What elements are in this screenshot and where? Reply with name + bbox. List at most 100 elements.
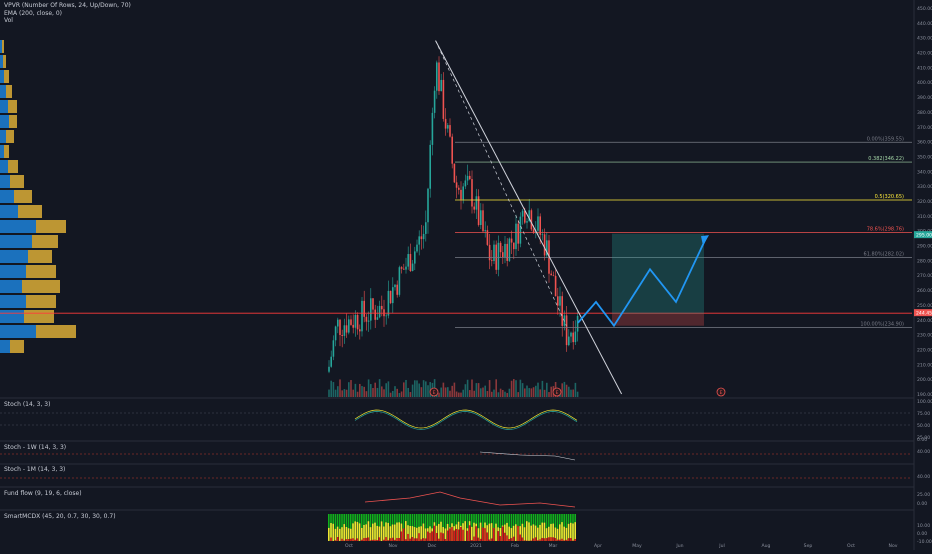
mcdx-bar-red	[550, 537, 552, 541]
volume-bar	[330, 381, 332, 397]
mcdx-bar-yellow	[370, 527, 372, 541]
candle-body	[577, 316, 579, 332]
mcdx-bar-red	[559, 540, 561, 541]
candle-body	[502, 252, 504, 257]
mcdx-bar-red	[471, 540, 473, 541]
volume-bar	[440, 388, 442, 397]
vpvr-row-up	[0, 115, 9, 128]
price-tick-label: 430.00	[917, 36, 932, 42]
mcdx-bar-red	[427, 532, 429, 541]
vpvr-row-down	[18, 205, 42, 218]
price-tick-label: 250.00	[917, 303, 932, 309]
mcdx-bar-red	[568, 538, 570, 541]
volume-bar	[412, 385, 414, 397]
volume-bar	[546, 383, 548, 397]
vpvr-row-up	[0, 190, 14, 203]
candle-body	[443, 80, 445, 119]
volume-bar	[423, 380, 425, 397]
candle-body	[436, 62, 438, 90]
vpvr-row-down	[32, 235, 58, 248]
mcdx-bar-red	[500, 536, 502, 541]
mcdx-bar-red	[341, 539, 343, 541]
volume-bar	[399, 393, 401, 397]
vpvr-row-up	[0, 55, 3, 68]
mcdx-bar-red	[533, 538, 535, 541]
indicator-tick-stoch_1w: 40.00	[917, 449, 930, 455]
volume-bar	[465, 384, 467, 397]
vpvr-row-up	[0, 280, 22, 293]
mcdx-bar-red	[497, 531, 499, 541]
volume-bar	[350, 380, 352, 397]
time-tick-label: Dec	[428, 543, 437, 549]
pane-label-fund-flow[interactable]: Fund flow (9, 19, 6, close)	[4, 490, 82, 497]
volume-bar	[577, 392, 579, 397]
candle-body	[555, 276, 557, 296]
candle-body	[480, 210, 482, 225]
candle-body	[374, 310, 376, 320]
indicator-tick-stoch: 50.00	[917, 423, 930, 429]
mcdx-bar-red	[504, 533, 506, 541]
mcdx-bar-red	[385, 537, 387, 541]
earnings-marker-text: E	[433, 390, 436, 396]
legend-vpvr[interactable]: VPVR (Number Of Rows, 24, Up/Down, 70)	[4, 2, 131, 10]
vpvr-row-up	[0, 310, 24, 323]
mcdx-bar-yellow	[405, 521, 407, 541]
vpvr-row-up	[0, 85, 6, 98]
mcdx-bar-red	[374, 540, 376, 541]
vpvr-row-up	[0, 340, 10, 353]
vpvr-row-up	[0, 40, 2, 53]
volume-bar	[416, 380, 418, 397]
mcdx-bar-red	[557, 540, 559, 541]
candle-body	[451, 137, 453, 164]
vpvr-row-down	[24, 310, 54, 323]
mcdx-bar-red	[513, 537, 515, 541]
volume-bar	[495, 379, 497, 397]
vpvr-row-down	[6, 130, 14, 143]
volume-bar	[535, 386, 537, 397]
volume-bar	[561, 383, 563, 397]
volume-bar	[385, 383, 387, 397]
price-tick-label: 190.00	[917, 392, 932, 398]
mcdx-bar-yellow	[383, 526, 385, 541]
price-tick-label: 450.00	[917, 6, 932, 12]
vpvr-row-down	[26, 295, 56, 308]
volume-bar	[359, 384, 361, 397]
pane-label-stoch-1w[interactable]: Stoch - 1W (14, 3, 3)	[4, 444, 66, 451]
legend-ema[interactable]: EMA (200, close, 0)	[4, 10, 131, 18]
pane-label-stoch[interactable]: Stoch (14, 3, 3)	[4, 401, 50, 408]
volume-bar	[533, 387, 535, 397]
vpvr-row-up	[0, 220, 36, 233]
volume-bar	[410, 392, 412, 397]
mcdx-bar-yellow	[491, 523, 493, 541]
mcdx-bar-yellow	[515, 524, 517, 541]
volume-bar	[498, 392, 500, 397]
candle-body	[462, 186, 464, 199]
price-tick-label: 210.00	[917, 362, 932, 368]
indicator-tick-fund_flow: 0.00	[917, 501, 927, 507]
vpvr-row-down	[10, 340, 24, 353]
candle-body	[337, 320, 339, 327]
candle-body	[368, 321, 370, 322]
candle-body	[561, 296, 563, 326]
candle-body	[478, 196, 480, 225]
vpvr-row-down	[10, 175, 24, 188]
vpvr-row-down	[8, 100, 17, 113]
time-tick-label: Apr	[594, 543, 602, 549]
indicator-tick-stoch: 0.00	[917, 437, 927, 443]
vpvr-row-down	[2, 40, 4, 53]
pane-label-stoch-1m[interactable]: Stoch - 1M (14, 3, 3)	[4, 466, 65, 473]
pane-label-smartmcdx[interactable]: SmartMCDX (45, 20, 0.7, 30, 30, 0.7)	[4, 513, 116, 520]
volume-bar	[513, 379, 515, 397]
mcdx-bar-red	[440, 533, 442, 541]
legend-vol[interactable]: Vol	[4, 17, 131, 25]
volume-bar	[421, 387, 423, 397]
volume-bar	[377, 388, 379, 397]
mcdx-bar-red	[566, 540, 568, 541]
candle-body	[454, 164, 456, 183]
candle-body	[539, 216, 541, 234]
volume-bar	[379, 379, 381, 397]
mcdx-bar-red	[431, 531, 433, 541]
mcdx-bar-yellow	[332, 524, 334, 541]
vpvr-row-down	[26, 265, 56, 278]
